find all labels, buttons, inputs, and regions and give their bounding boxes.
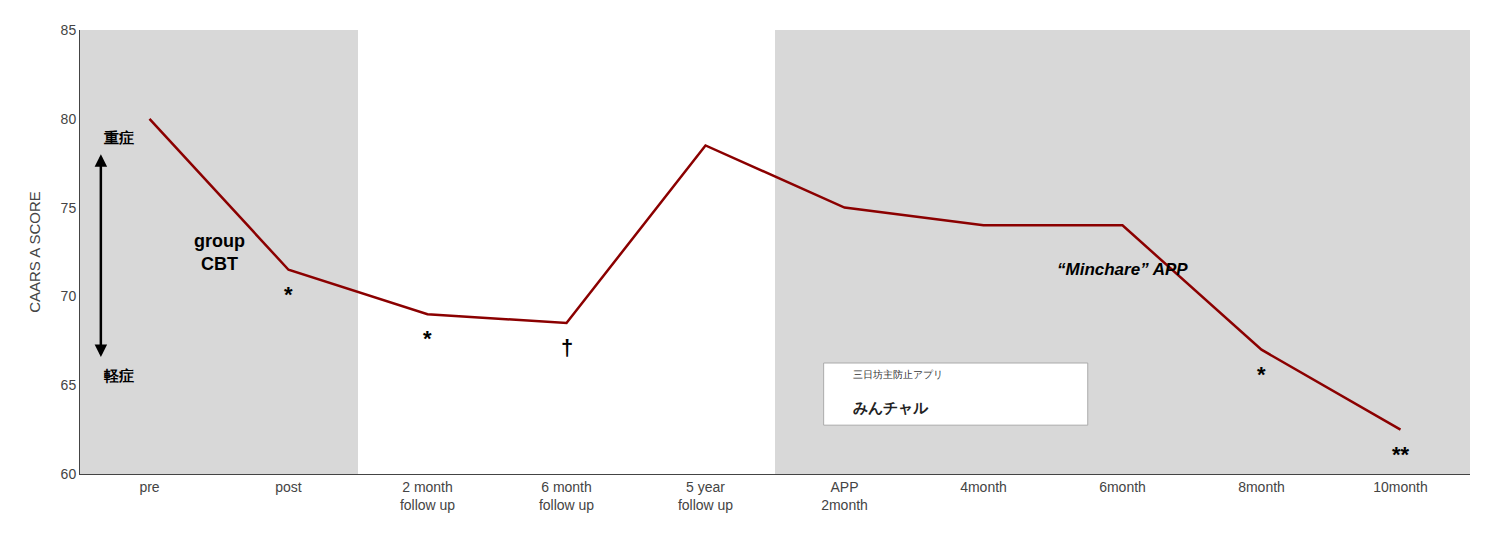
svg-text:10month: 10month: [1373, 479, 1427, 495]
svg-text:6month: 6month: [1099, 479, 1146, 495]
svg-text:5 yearfollow up: 5 yearfollow up: [678, 479, 733, 513]
svg-text:2 monthfollow up: 2 monthfollow up: [400, 479, 455, 513]
svg-text:groupCBT: groupCBT: [194, 231, 245, 274]
svg-text:APP2month: APP2month: [821, 479, 868, 513]
svg-text:軽症: 軽症: [103, 367, 134, 384]
svg-text:*: *: [1257, 362, 1266, 387]
svg-text:post: post: [275, 479, 302, 495]
svg-text:60: 60: [61, 466, 77, 482]
svg-text:75: 75: [61, 200, 77, 216]
svg-text:80: 80: [61, 111, 77, 127]
svg-text:65: 65: [61, 377, 77, 393]
svg-text:70: 70: [61, 288, 77, 304]
svg-text:“Minchare” APP: “Minchare” APP: [1057, 260, 1188, 279]
svg-text:85: 85: [61, 22, 77, 38]
svg-text:*: *: [423, 326, 432, 351]
svg-text:**: **: [1392, 442, 1410, 467]
svg-text:*: *: [284, 282, 293, 307]
svg-text:みんチャル: みんチャル: [853, 399, 929, 416]
svg-text:重症: 重症: [103, 129, 134, 146]
svg-text:†: †: [561, 335, 573, 360]
svg-text:8month: 8month: [1238, 479, 1285, 495]
svg-text:6 monthfollow up: 6 monthfollow up: [539, 479, 594, 513]
svg-text:三日坊主防止アプリ: 三日坊主防止アプリ: [853, 369, 943, 380]
svg-text:pre: pre: [139, 479, 159, 495]
svg-text:CAARS A SCORE: CAARS A SCORE: [26, 191, 43, 313]
svg-text:4month: 4month: [960, 479, 1007, 495]
